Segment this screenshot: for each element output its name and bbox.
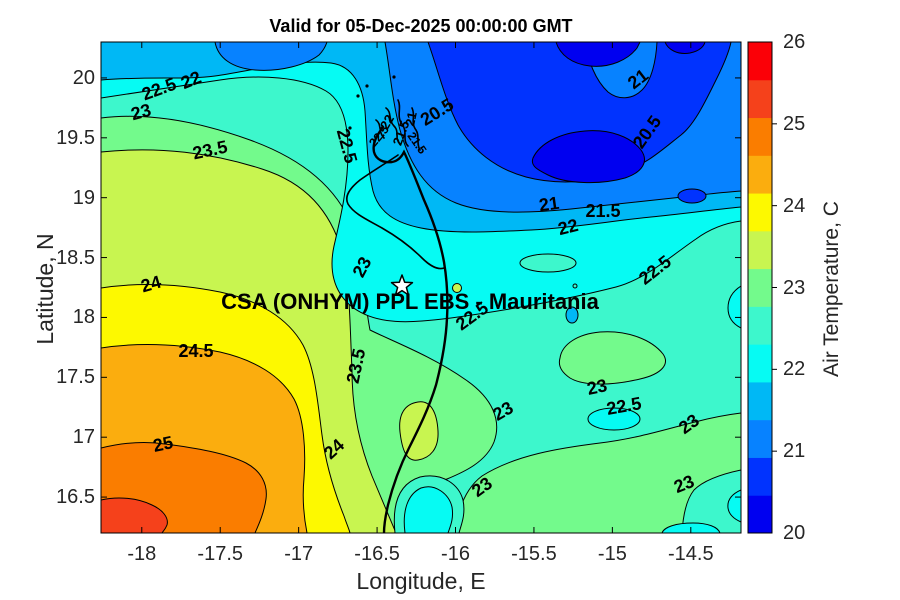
y-tick-label-18: 18 (72, 306, 95, 329)
colorbar-tick-label-23: 23 (783, 276, 806, 299)
contour-region-dodger-lens-topleft (214, 42, 328, 71)
colorbar-block-6 (748, 268, 772, 307)
y-tick-label-19: 19 (72, 186, 95, 209)
contour-label-22: 22 (377, 112, 397, 132)
islet-dot-0 (356, 94, 360, 98)
contour-region-vivid-ellipse (677, 188, 707, 204)
contour-region-contour-speck (572, 283, 578, 289)
x-tick-label--16: -16 (441, 543, 470, 565)
colorbar-block-9 (748, 155, 772, 194)
figure-title: Valid for 05-Dec-2025 00:00:00 GMT (269, 16, 573, 36)
x-axis-label: Longitude, E (356, 568, 486, 594)
colorbar-block-3 (748, 381, 772, 421)
coastline (345, 75, 449, 533)
contour-region-deepblue-lens (531, 130, 645, 184)
islet-dot-1 (348, 126, 352, 130)
colorbar-tick-label-21: 21 (783, 440, 806, 463)
contour-label-21: 21 (402, 110, 420, 127)
contour-region-aqua-lens (519, 253, 577, 273)
contour-region-deepblue-top-2 (664, 42, 706, 54)
x-tick-label--15.5: -15.5 (511, 543, 557, 565)
colorbar (747, 41, 777, 534)
contour-region-sky-droplet (565, 306, 579, 324)
y-tick-label-19.5: 19.5 (56, 126, 95, 149)
contour-fill-regions (101, 42, 741, 533)
colorbar-block-12 (748, 42, 772, 81)
islet-dot-3 (392, 75, 396, 79)
contour-region-palegreen-inland-blob (558, 331, 666, 385)
colorbar-block-2 (748, 419, 772, 458)
islet-dot-2 (365, 84, 369, 88)
x-tick-label--17: -17 (284, 543, 314, 565)
contour-label-21: 21 (538, 193, 561, 216)
contour-region-deepblue-top-1 (555, 42, 641, 67)
y-tick-label-17.5: 17.5 (56, 366, 95, 389)
contour-region-orangered-corner (101, 497, 168, 533)
coastline-bay (345, 154, 445, 270)
peninsula-squiggle-2 (385, 107, 401, 145)
contour-region-cyan-right-strip (727, 489, 741, 523)
contour-region-greenyellow-coast-blob (399, 401, 439, 461)
colorbar-block-8 (748, 193, 772, 232)
colorbar-block-7 (748, 230, 772, 270)
contour-label-21.5: 21.5 (585, 201, 620, 221)
colorbar-block-4 (748, 344, 772, 383)
y-tick-label-17: 17 (72, 426, 95, 449)
colorbar-block-11 (748, 79, 772, 119)
site-star-marker (390, 274, 414, 296)
colorbar-tick-label-20: 20 (783, 522, 806, 544)
colorbar-block-10 (748, 117, 772, 156)
contour-label-22: 22 (556, 215, 580, 239)
peninsula-squiggle-3 (411, 107, 421, 151)
colorbar-tick-label-25: 25 (783, 112, 806, 135)
colorbar-block-1 (748, 457, 772, 496)
colorbar-tick-label-26: 26 (783, 31, 806, 53)
x-tick-label--16.5: -16.5 (354, 543, 400, 565)
contour-label-24.5: 24.5 (178, 341, 213, 361)
plot-border (100, 41, 742, 534)
y-tick-label-20: 20 (72, 66, 95, 89)
contour-label-23: 23 (585, 375, 609, 399)
colorbar-block-5 (748, 306, 772, 345)
peninsula-squiggle-4 (375, 119, 385, 139)
x-tick-label--15: -15 (597, 543, 627, 565)
contour-region-cyan-lens-south (587, 407, 641, 431)
peninsula-squiggle-1 (397, 99, 409, 147)
y-axis-label: Latitude, N (32, 233, 58, 345)
contour-region-palegreen-south-inland (454, 412, 741, 533)
colorbar-block-0 (748, 495, 772, 534)
contour-region-cyan-coast-blob (403, 486, 453, 533)
x-tick-label--14.5: -14.5 (668, 543, 714, 565)
colorbar-tick-label-22: 22 (783, 358, 806, 381)
colorbar-tick-label-24: 24 (783, 194, 806, 217)
x-tick-label--18: -18 (127, 543, 157, 565)
axis-ticks (101, 42, 741, 533)
y-tick-label-16.5: 16.5 (56, 486, 95, 509)
contour-label-25: 25 (151, 432, 175, 456)
x-tick-label--17.5: -17.5 (197, 543, 243, 565)
y-tick-label-18.5: 18.5 (56, 246, 95, 269)
contour-region-greenyellow-ringlet (452, 283, 462, 293)
site-annotation-text: CSA (ONHYM) PPL EBS - Mauritania (221, 289, 599, 314)
